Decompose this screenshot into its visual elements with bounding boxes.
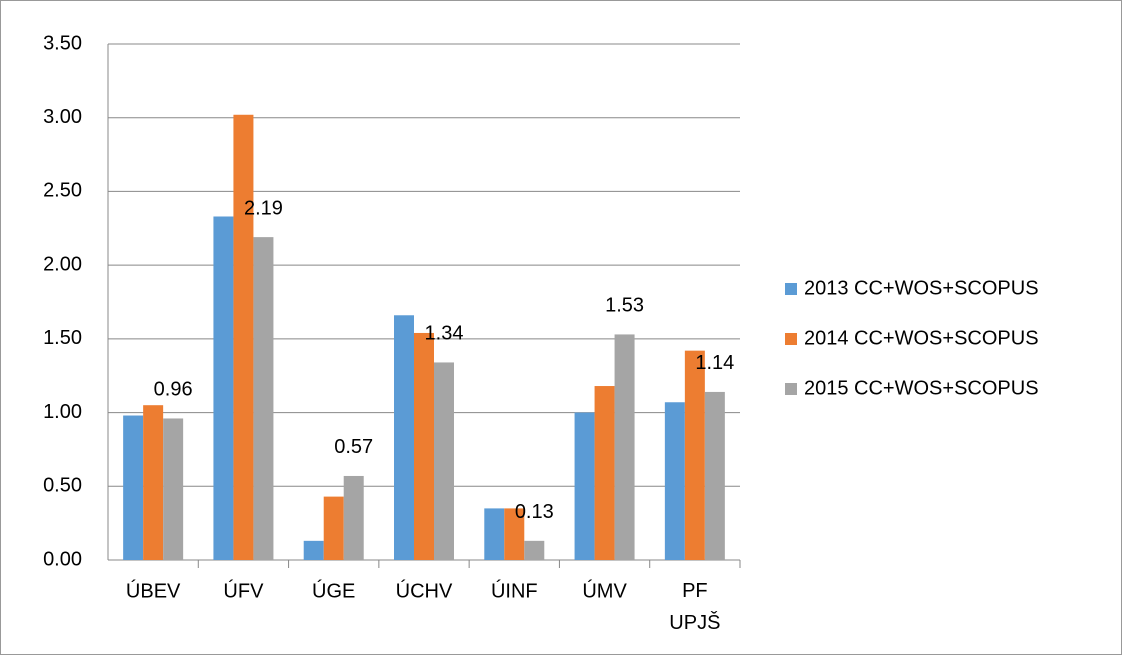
y-tick-label: 0.50: [43, 475, 82, 497]
bar: [253, 237, 274, 561]
bar: [213, 216, 234, 560]
y-tick-label: 1.00: [43, 401, 82, 423]
bar: [524, 540, 545, 560]
x-tick-label: ÚGE: [312, 579, 355, 602]
bar: [143, 405, 164, 560]
legend-swatch: [785, 333, 797, 345]
bar: [684, 350, 705, 560]
bar: [233, 114, 254, 560]
data-label: 1.53: [605, 295, 644, 317]
bar: [414, 332, 434, 560]
legend-swatch: [785, 383, 797, 395]
y-tick-label: 0.00: [43, 548, 82, 570]
x-tick-label: ÚINF: [491, 579, 538, 602]
bar: [123, 415, 144, 560]
bar: [323, 496, 344, 560]
x-tick-label: PF UPJŠ: [669, 580, 720, 634]
bar: [614, 334, 635, 560]
data-label: 0.57: [334, 436, 373, 458]
y-tick-label: 2.00: [43, 253, 82, 275]
legend-label: 2013 CC+WOS+SCOPUS: [804, 277, 1039, 299]
x-tick-label: ÚBEV: [126, 579, 181, 602]
bar: [574, 412, 595, 560]
bar: [394, 315, 414, 560]
bar: [664, 402, 685, 560]
legend-label: 2014 CC+WOS+SCOPUS: [804, 327, 1039, 349]
bar: [163, 418, 184, 560]
y-tick-label: 3.50: [43, 32, 82, 54]
legend-label: 2015 CC+WOS+SCOPUS: [804, 377, 1039, 399]
x-tick-label: ÚCHV: [396, 579, 453, 602]
data-label: 1.14: [695, 352, 734, 374]
data-label: 1.34: [425, 323, 464, 345]
legend-swatch: [785, 283, 797, 295]
x-tick-label: ÚMV: [582, 579, 627, 602]
bar: [594, 386, 615, 560]
x-tick-label: ÚFV: [223, 579, 264, 602]
y-tick-label: 3.00: [43, 106, 82, 128]
data-label: 2.19: [244, 197, 283, 219]
bar: [704, 391, 725, 560]
bar: [504, 508, 525, 560]
bar: [434, 362, 454, 560]
data-label: 0.13: [515, 501, 554, 523]
y-tick-label: 2.50: [43, 180, 82, 202]
data-label: 0.96: [154, 379, 193, 401]
y-tick-label: 1.50: [43, 327, 82, 349]
bar: [484, 508, 505, 560]
bar: [303, 540, 324, 560]
bar: [343, 475, 364, 560]
